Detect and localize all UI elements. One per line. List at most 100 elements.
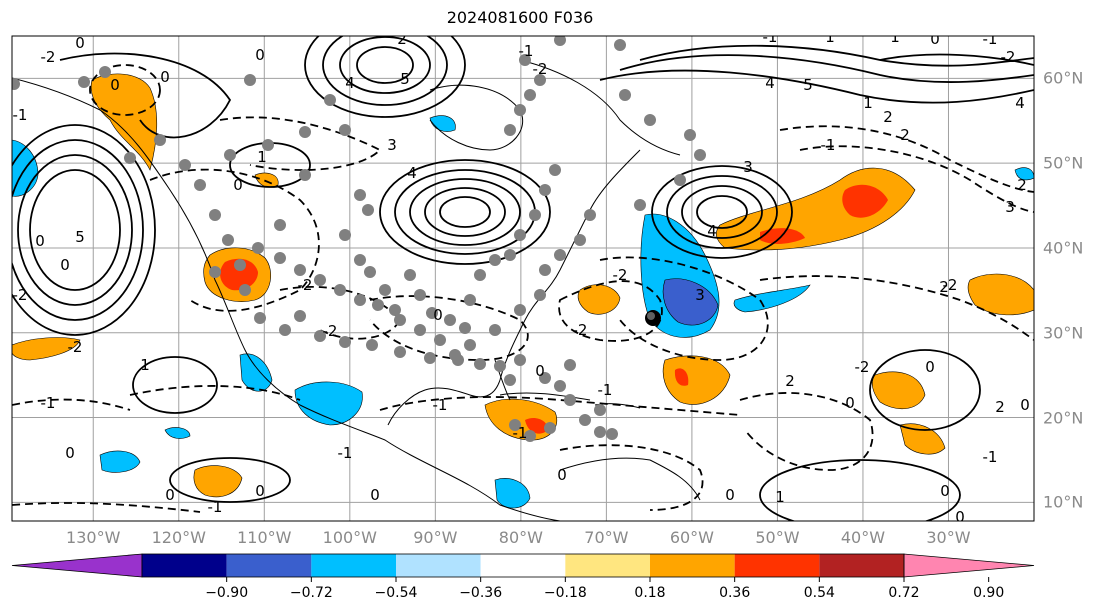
lat-tick-label: 40°N: [1043, 238, 1084, 258]
colorbar-segment: [396, 554, 481, 577]
observation-dot: [299, 126, 311, 138]
observation-dot: [474, 358, 486, 370]
observation-dot: [554, 380, 566, 392]
observation-dot: [534, 74, 546, 86]
lon-tick-label: 60°W: [669, 528, 714, 547]
contour-label: 1: [140, 356, 150, 374]
colorbar-tick-label: −0.72: [289, 585, 333, 601]
observation-dot: [12, 78, 20, 90]
coast-hudson: [429, 84, 524, 151]
observation-dot: [154, 134, 166, 146]
contour-label: 5: [400, 70, 410, 88]
lon-tick-label: 30°W: [926, 528, 971, 547]
observation-dot: [394, 346, 406, 358]
observation-dot: [474, 269, 486, 281]
orange-patch-tropical-atlantic: [662, 355, 731, 405]
observation-dot: [594, 426, 606, 438]
observation-dot: [274, 219, 286, 231]
lat-tick-label: 30°N: [1043, 323, 1084, 343]
contour-low-tropics-2: [12, 398, 131, 411]
orange-patch-alaska: [90, 73, 158, 171]
contour-label: 3: [1005, 198, 1015, 216]
coast-north-america-west: [12, 77, 561, 521]
contour-label: -2: [855, 358, 870, 376]
observation-dot: [464, 339, 476, 351]
contour-label: -2: [323, 322, 338, 340]
contour-label: 0: [433, 306, 443, 324]
contour-label: -2: [41, 48, 56, 66]
contour-label: 0: [955, 508, 965, 526]
contour-label: 0: [255, 46, 265, 64]
colorbar-segment: [565, 554, 650, 577]
observation-dot: [294, 264, 306, 276]
coastlines: [12, 59, 701, 521]
observation-dot: [514, 104, 526, 116]
observation-dot: [584, 209, 596, 221]
colorbar-tick-label: −0.18: [543, 585, 587, 601]
contour-label: 0: [110, 76, 120, 94]
observation-dot: [222, 234, 234, 246]
observation-dot: [299, 169, 311, 181]
observation-dot: [274, 252, 286, 264]
observation-dot: [514, 354, 526, 366]
colorbar-segment: [734, 554, 820, 577]
lon-tick-label: 50°W: [755, 528, 800, 547]
contour-low-tropics-4: [739, 392, 874, 471]
red-patch-atlantic-central: [842, 184, 888, 218]
observation-dot: [314, 330, 326, 342]
contour-label: 4: [407, 164, 417, 182]
contour-label: -1: [338, 444, 353, 462]
contour-label: 1: [890, 28, 900, 46]
contour-greatlakes-high-2: [424, 187, 506, 237]
observation-dot: [489, 324, 501, 336]
lon-tick-label: 130°W: [66, 528, 121, 547]
contour-alaska: [89, 64, 161, 116]
contour-label: 0: [930, 30, 940, 48]
contour-label: 2: [397, 30, 407, 48]
contour-low-tropics-3: [12, 502, 201, 513]
colorbar-segment: [819, 554, 904, 577]
lat-tick-label: 10°N: [1043, 492, 1084, 512]
contour-greatlakes-high-3: [409, 178, 521, 246]
coast-labrador: [519, 59, 681, 156]
observation-dot: [294, 310, 306, 322]
observation-dot: [314, 274, 326, 286]
contour-label: -1: [208, 498, 223, 516]
observation-dot: [452, 354, 464, 366]
colorbar: [11, 553, 1035, 582]
contour-hudson-high-4: [304, 36, 466, 118]
observation-dot: [372, 299, 384, 311]
observation-dot: [544, 422, 556, 434]
lon-tick-label: 90°W: [413, 528, 458, 547]
contour-atlantic-high-1: [696, 195, 748, 229]
observation-markers: [12, 36, 706, 442]
contour-label: -2: [613, 266, 628, 284]
contour-label: 2: [995, 398, 1005, 416]
red-patch-southwest: [220, 258, 258, 291]
lon-tick-label: 100°W: [322, 528, 377, 547]
observation-dot: [404, 269, 416, 281]
blue-patch-gulf-pacific: [294, 381, 363, 426]
contour-label: -2: [298, 276, 313, 294]
contour-alaska-ridge: [59, 52, 232, 139]
observation-dot: [239, 284, 251, 296]
contour-hudson-high-2: [339, 36, 431, 94]
colorbar-frame: [141, 553, 905, 578]
contour-low-tropics-5: [559, 444, 704, 511]
contour-label: 0: [65, 444, 75, 462]
observation-dot: [209, 266, 221, 278]
contour-greatlakes-high-1: [439, 196, 491, 228]
red-patch-tropical-atlantic: [674, 368, 689, 386]
colorbar-tick-label: 0.18: [634, 585, 666, 601]
colorbar-segment: [311, 554, 396, 577]
contour-hudson-high-1: [356, 46, 414, 84]
observation-dot: [524, 89, 536, 101]
observation-dot: [354, 189, 366, 201]
contour-high-east: [879, 53, 1034, 66]
lon-tick-label: 80°W: [498, 528, 543, 547]
colorbar-segment: [226, 554, 312, 577]
contour-pacific-high-4: [12, 124, 156, 336]
contour-label: 0: [940, 482, 950, 500]
observation-dot: [694, 149, 706, 161]
contour-high-pacific-tropics: [132, 356, 218, 414]
